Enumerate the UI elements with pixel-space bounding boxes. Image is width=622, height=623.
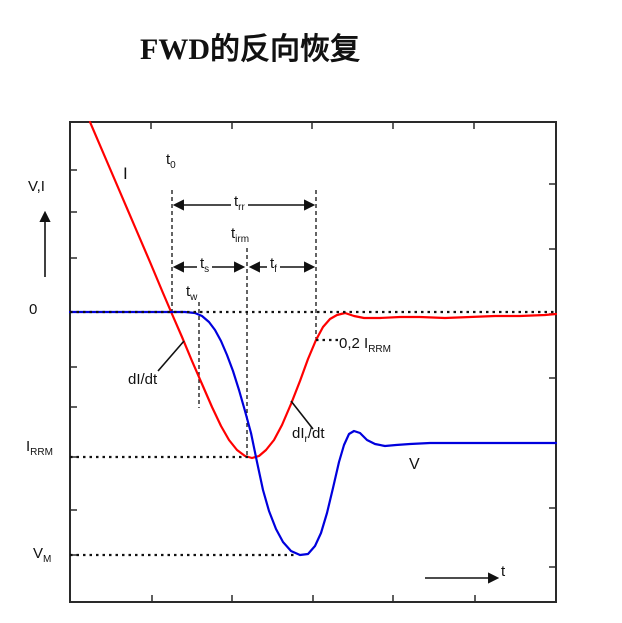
didt-label: dI/dt bbox=[128, 371, 158, 388]
dirdt-label: dIr/dt bbox=[292, 425, 325, 445]
voltage-curve-label: V bbox=[409, 456, 420, 473]
tf-label: tf bbox=[267, 255, 280, 275]
y-axis-label: V,I bbox=[28, 178, 45, 195]
trr-label: trr bbox=[231, 193, 248, 213]
zero-label: 0 bbox=[29, 301, 38, 318]
tw-label: tw bbox=[186, 283, 198, 303]
t0-label: t0 bbox=[166, 151, 176, 171]
vm-axis-label: VM bbox=[33, 545, 52, 565]
tirm-label: tirm bbox=[231, 225, 250, 245]
t-axis-label: t bbox=[501, 563, 506, 580]
irrm-axis-label: IRRM bbox=[26, 438, 53, 458]
current-curve-label: I bbox=[123, 164, 128, 183]
page-title: FWD的反向恢复 bbox=[140, 33, 360, 66]
ts-label: ts bbox=[197, 255, 213, 275]
p02-irrm-label: 0,2 IRRM bbox=[339, 335, 391, 355]
